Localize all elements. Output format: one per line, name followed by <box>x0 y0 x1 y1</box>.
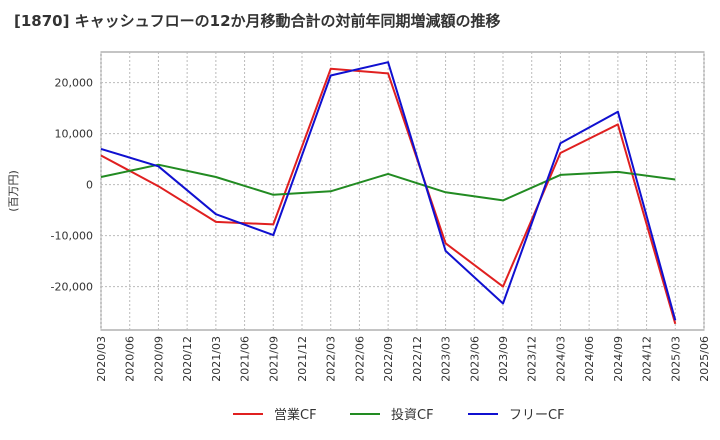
legend-label: 営業CF <box>274 407 317 423</box>
x-tick-label: 2023/09 <box>497 336 510 382</box>
y-tick-label: 20,000 <box>55 77 94 90</box>
x-tick-label: 2020/12 <box>181 336 194 382</box>
x-tick-label: 2024/09 <box>612 336 625 382</box>
plot-area <box>100 51 705 331</box>
y-tick-label: 10,000 <box>55 128 94 141</box>
x-tick-label: 2023/12 <box>526 336 539 382</box>
x-tick-label: 2021/12 <box>296 336 309 382</box>
x-tick-label: 2023/03 <box>440 336 453 382</box>
series-line <box>100 163 676 202</box>
chart-title: [1870] キャッシュフローの12か月移動合計の対前年同期増減額の推移 <box>14 12 501 30</box>
x-tick-label: 2022/12 <box>411 336 424 382</box>
x-tick-label: 2025/06 <box>698 336 711 382</box>
x-tick-label: 2020/06 <box>124 336 137 382</box>
x-tick-label: 2024/12 <box>641 336 654 382</box>
legend-label: 投資CF <box>391 407 434 423</box>
x-tick-label: 2024/03 <box>554 336 567 382</box>
x-tick-label: 2022/03 <box>325 336 338 382</box>
legend-label: フリーCF <box>509 408 565 423</box>
x-tick-label: 2022/09 <box>382 336 395 382</box>
y-axis-label: (百万円) <box>7 170 20 212</box>
series-line <box>100 61 677 321</box>
x-tick-label: 2025/03 <box>669 336 682 382</box>
x-tick-label: 2020/03 <box>95 336 108 382</box>
y-tick-label: 0 <box>86 179 93 192</box>
y-tick-label: -10,000 <box>51 230 93 243</box>
x-tick-label: 2021/09 <box>267 336 280 382</box>
x-tick-label: 2021/03 <box>210 336 223 382</box>
x-tick-label: 2021/06 <box>239 336 252 382</box>
x-tick-label: 2020/09 <box>152 336 165 382</box>
x-tick-label: 2024/06 <box>583 336 596 382</box>
series-line <box>100 67 677 325</box>
x-tick-label: 2023/06 <box>468 336 481 382</box>
x-tick-label: 2022/06 <box>353 336 366 382</box>
y-tick-label: -20,000 <box>51 281 93 294</box>
